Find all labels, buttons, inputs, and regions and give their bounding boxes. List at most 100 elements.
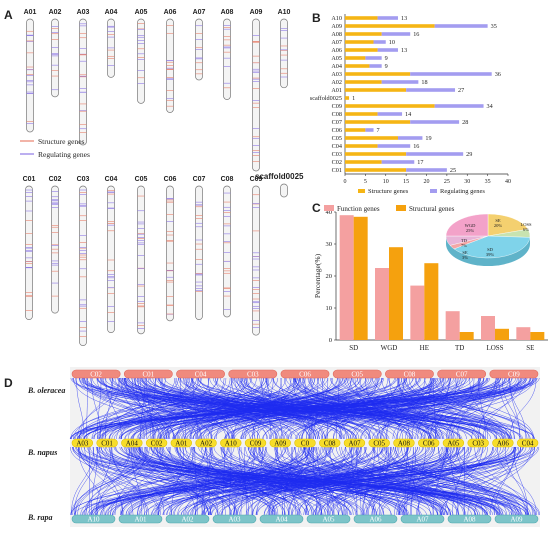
synteny-link xyxy=(275,446,530,516)
synteny-link xyxy=(160,446,203,516)
pie-slice-label: SD xyxy=(487,247,494,252)
synteny-link xyxy=(96,377,165,440)
chromosome-block xyxy=(385,369,434,379)
synteny-link xyxy=(504,446,528,516)
chromosome-block xyxy=(212,514,257,524)
synteny-link xyxy=(169,446,226,516)
chromosome-bar xyxy=(223,18,231,100)
synteny-link xyxy=(212,377,432,440)
synteny-link xyxy=(415,377,528,440)
chromosome-block xyxy=(306,514,351,524)
synteny-link xyxy=(253,446,491,516)
synteny-link xyxy=(79,446,149,516)
synteny-link xyxy=(97,377,102,440)
c-bar-structural xyxy=(424,263,439,340)
c-y-tick-label: 40 xyxy=(326,209,333,216)
synteny-link xyxy=(160,377,352,440)
synteny-link xyxy=(209,446,266,516)
b-x-tick-label: 5 xyxy=(364,179,367,185)
b-category-label: C02 xyxy=(332,159,342,166)
synteny-link xyxy=(449,446,459,516)
b-category-label: C08 xyxy=(332,111,342,118)
synteny-link xyxy=(474,446,527,516)
pie-slice-pct: 25% xyxy=(466,228,475,233)
b-x-tick-label: 0 xyxy=(344,179,347,185)
synteny-link xyxy=(478,377,486,440)
synteny-link xyxy=(376,377,506,440)
synteny-link xyxy=(137,446,432,516)
synteny-link xyxy=(308,377,439,440)
synteny-links xyxy=(69,377,540,516)
synteny-link xyxy=(75,446,147,516)
panel-c-chart: 0 10 20 30 40 Percentage(%) SD WGD HE TD LOSS SE Fun… xyxy=(313,205,548,352)
synteny-link xyxy=(120,377,485,440)
b-legend-regulating-swatch xyxy=(430,189,437,193)
synteny-link xyxy=(113,377,347,440)
synteny-link xyxy=(191,446,205,516)
synteny-link xyxy=(452,446,465,516)
c-bar-structural xyxy=(389,247,403,340)
chromosome-block-label: C09 xyxy=(508,371,520,379)
b-bar-regulating xyxy=(406,152,464,156)
chromosome-block-label: C06 xyxy=(423,440,435,448)
c-category-label: SE xyxy=(526,344,534,352)
synteny-link xyxy=(509,377,537,440)
b-bar-structure xyxy=(345,40,374,44)
chromosome-block-label: C03 xyxy=(247,371,259,379)
synteny-link xyxy=(98,446,323,516)
chromosome-label: C08 xyxy=(221,176,234,183)
synteny-link xyxy=(109,446,346,516)
b-bar-regulating xyxy=(365,56,382,60)
synteny-link xyxy=(345,446,498,516)
b-category-label: C09 xyxy=(332,103,342,110)
chromosome-block-label: A08 xyxy=(463,516,476,524)
chromosome-block xyxy=(118,514,163,524)
chromosome-block-label: C02 xyxy=(90,371,102,379)
b-category-label: C04 xyxy=(332,143,342,150)
c-bar-structural xyxy=(495,328,509,340)
c-legend-structural-label: Structural genes xyxy=(409,205,455,213)
synteny-link xyxy=(296,377,482,440)
synteny-link xyxy=(329,377,510,440)
synteny-link xyxy=(91,377,288,440)
chromosome-label: A05 xyxy=(135,9,148,16)
pie-slice-pct: 20% xyxy=(494,223,503,228)
synteny-link xyxy=(207,377,229,440)
synteny-link xyxy=(160,446,339,516)
b-total-label: 17 xyxy=(417,159,423,166)
b-bar-structure xyxy=(345,88,407,92)
synteny-link xyxy=(411,377,432,440)
synteny-link xyxy=(113,446,358,516)
b-bar-regulating xyxy=(377,112,403,116)
synteny-link xyxy=(176,446,351,516)
chromosome-block-label: C09 xyxy=(250,440,262,448)
c-y-tick-label: 30 xyxy=(326,241,333,248)
c-bar-function xyxy=(445,311,460,340)
b-category-label: A01 xyxy=(331,87,342,94)
chromosome-block-label: A09 xyxy=(510,516,523,524)
chromosome-block xyxy=(259,514,304,524)
b-total-label: 18 xyxy=(421,79,427,86)
synteny-link xyxy=(307,377,429,440)
synteny-link xyxy=(139,446,367,516)
chromosome-block xyxy=(165,514,210,524)
chromosome-block xyxy=(418,438,440,448)
chromosome-block xyxy=(400,514,445,524)
synteny-link xyxy=(118,377,320,440)
b-total-label: 36 xyxy=(495,71,501,78)
b-bar-structure xyxy=(345,136,398,140)
chromosome-block-label: C04 xyxy=(195,371,207,379)
b-bar-regulating xyxy=(406,88,456,92)
synteny-link xyxy=(376,446,493,516)
b-total-label: 29 xyxy=(466,151,472,158)
synteny-link xyxy=(86,377,346,440)
synteny-link xyxy=(144,377,355,440)
synteny-link xyxy=(95,446,112,516)
b-bar-regulating xyxy=(381,32,411,36)
b-category-label: A08 xyxy=(331,31,342,38)
b-category-label: A07 xyxy=(331,39,342,46)
synteny-link xyxy=(104,377,113,440)
chromosome-bar xyxy=(79,185,87,346)
chromosome-label: C09 xyxy=(250,176,263,183)
synteny-link xyxy=(270,446,449,516)
